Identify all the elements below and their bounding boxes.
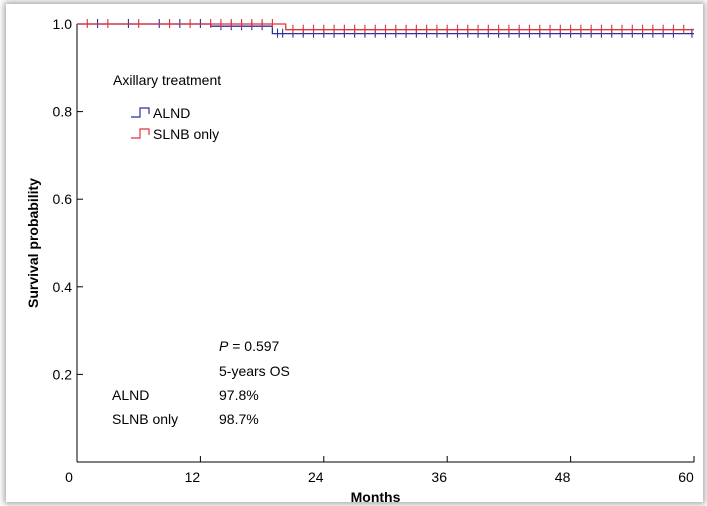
y-tick-label: 0.8	[53, 104, 73, 120]
annotation-value-alnd: 97.8%	[219, 387, 259, 403]
x-tick-label: 24	[308, 469, 324, 485]
figure-frame	[6, 4, 703, 502]
p-value-text: = 0.597	[228, 338, 279, 354]
annotation-group-slnb: SLNB only	[112, 411, 178, 427]
annotation-block: P = 0.597 5-years OS ALND 97.8% SLNB onl…	[112, 338, 290, 427]
x-ticks: 0 12 24 36 48 60	[65, 456, 695, 485]
y-tick-label: 1.0	[53, 16, 73, 32]
legend-title: Axillary treatment	[113, 72, 221, 88]
legend-label-slnb: SLNB only	[153, 126, 219, 142]
x-axis-title: Months	[351, 489, 401, 505]
x-tick-label: 12	[185, 469, 201, 485]
annotation-value-slnb: 98.7%	[219, 411, 259, 427]
x-tick-label: 36	[431, 469, 447, 485]
legend-symbol-slnb	[131, 128, 150, 139]
x-tick-label: 0	[65, 469, 73, 485]
p-value: P = 0.597	[219, 338, 280, 354]
legend-label-alnd: ALND	[153, 105, 190, 121]
series-layer	[77, 19, 694, 38]
legend-symbol-alnd	[131, 107, 150, 118]
y-ticks: 0.2 0.4 0.6 0.8 1.0	[53, 16, 83, 382]
p-value-label: P	[219, 338, 229, 354]
y-axis-title: Survival probability	[25, 178, 41, 308]
x-tick-label: 60	[678, 469, 694, 485]
legend: Axillary treatment ALND SLNB only	[113, 72, 221, 142]
y-tick-label: 0.2	[53, 366, 73, 382]
os-header: 5-years OS	[219, 363, 290, 379]
x-tick-label: 48	[555, 469, 571, 485]
series-line-slnb	[77, 23, 694, 31]
annotation-group-alnd: ALND	[112, 387, 149, 403]
y-tick-label: 0.6	[53, 191, 73, 207]
y-tick-label: 0.4	[53, 279, 73, 295]
